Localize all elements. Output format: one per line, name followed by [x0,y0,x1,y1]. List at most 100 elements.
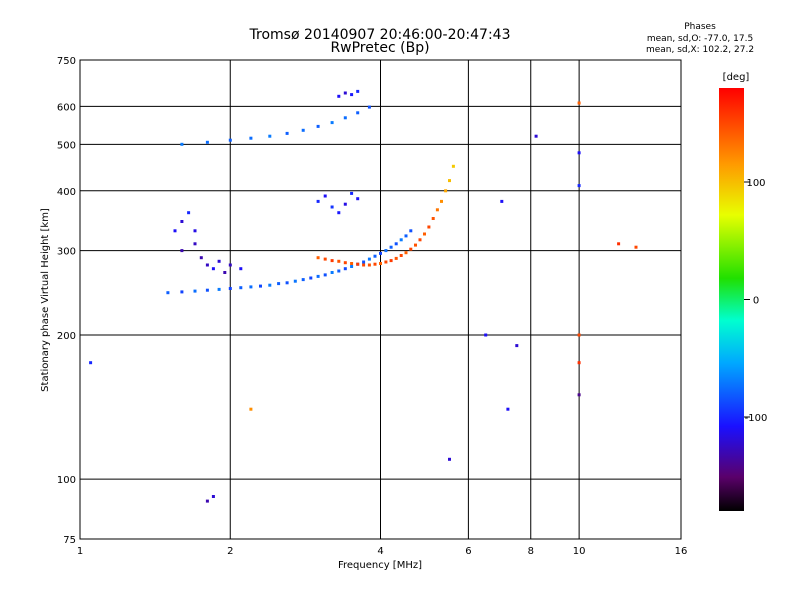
x-tick-label: 2 [227,546,233,557]
echo-point [379,262,382,265]
echo-point [356,89,360,93]
echo-point [399,238,403,242]
echo-point [285,131,289,135]
echo-point [394,242,398,246]
echo-point [500,199,504,203]
echo-point [259,284,262,288]
echo-point [356,262,360,266]
x-tick-label: 1 [77,546,83,557]
echo-point [350,262,354,265]
echo-point [180,142,184,146]
echo-point [223,271,227,274]
echo-point [350,191,354,195]
echo-point [166,291,170,295]
echo-point [444,189,448,193]
echo-point [337,211,341,215]
echo-point [362,263,366,267]
echo-point [409,247,413,251]
echo-point [249,407,253,411]
echo-point [180,220,184,223]
y-axis-label: Stationary phase Virtual Height [km] [40,208,51,392]
y-tick-label: 300 [57,247,76,258]
echo-point [506,407,510,411]
echo-point [617,242,621,246]
echo-point [367,263,371,267]
echo-point [435,208,439,212]
echo-point [277,282,281,286]
echo-point [249,136,253,140]
phase-stats-x: mean, sd,X: 102.2, 27.2 [645,45,755,55]
echo-point [431,217,435,220]
echo-point [440,199,443,203]
echo-point [330,205,334,209]
echo-point [239,267,243,271]
echo-point [293,279,297,283]
echo-point [211,495,215,498]
echo-point [180,290,184,294]
echo-point [193,289,197,293]
echo-point [577,333,581,337]
echo-point [404,251,408,255]
colorbar-tick-label: -100 [745,413,768,424]
echo-point [205,288,209,292]
echo-point [414,243,417,247]
y-tick-label: 750 [57,56,76,67]
y-tick-label: 200 [57,331,76,342]
chart-title: Tromsø 20140907 20:46:00-20:47:43 [249,27,511,43]
echo-point [373,262,377,266]
echo-point [316,256,320,260]
echo-point [217,287,221,291]
echo-point [228,263,232,267]
echo-point [205,499,209,503]
echo-point [89,361,93,365]
echo-point [173,229,177,233]
colorbar-tick-label: 100 [746,178,765,189]
x-tick-label: 4 [377,546,383,557]
x-tick-label: 8 [528,546,534,557]
echo-point [362,260,366,264]
echo-point [399,254,403,257]
echo-point [193,242,197,246]
echo-point [249,285,253,289]
y-tick-label: 600 [57,102,76,113]
colorbar-tick-label: 0 [753,296,759,307]
echo-point [448,179,451,183]
echo-point [350,93,354,97]
plot-frame [79,59,682,540]
x-tick-label: 16 [675,546,688,557]
echo-point [330,121,334,125]
echo-point [187,211,191,215]
echo-point [379,251,382,255]
echo-point [384,249,388,253]
echo-point [418,238,422,242]
echo-point [228,287,232,290]
echo-point [484,333,488,337]
echo-point [534,134,538,138]
echo-point [343,202,347,206]
echo-point [389,245,393,249]
y-tick-label: 75 [63,535,76,546]
echo-point [448,457,451,461]
echo-point [367,257,371,261]
echo-point [316,274,320,278]
phase-stats-title: Phases [684,22,716,32]
echo-point [404,234,408,238]
echo-point [301,278,305,282]
echo-point [577,184,581,188]
echo-point [577,393,581,397]
echo-point [394,256,398,260]
x-tick-label: 6 [465,546,471,557]
echo-point [427,225,431,229]
echo-point [343,91,347,95]
echo-point [323,257,327,261]
echo-point [343,267,347,271]
phase-stats-o: mean, sd,O: -77.0, 17.5 [646,34,754,44]
x-axis-label: Frequency [MHz] [338,560,422,571]
echo-point [515,344,519,348]
echo-point [301,128,305,132]
echo-point [451,164,455,168]
echo-point [323,194,327,198]
echo-point [268,283,272,287]
echo-point [228,138,232,142]
